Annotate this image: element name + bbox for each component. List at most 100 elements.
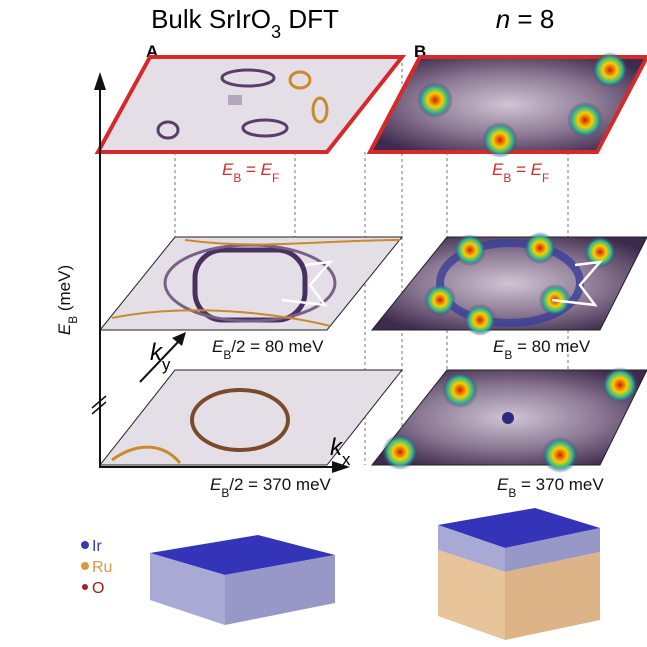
text-part: E: [210, 475, 222, 494]
text-part: B: [508, 486, 516, 500]
text-part: x: [342, 450, 351, 469]
shape: [241, 118, 289, 138]
text-part: B: [223, 348, 231, 362]
legend-label: O: [92, 580, 104, 597]
title-b: n = 8: [496, 4, 555, 34]
shape: [592, 52, 628, 88]
shape: [82, 584, 88, 590]
shape: [91, 401, 107, 415]
text-part: E: [212, 337, 224, 356]
shape: [602, 367, 638, 403]
shape: [584, 236, 616, 268]
text-part: E: [493, 337, 505, 356]
shape: [98, 236, 404, 331]
shape: [94, 72, 106, 90]
axes: [91, 72, 350, 473]
layer-b-mid: [370, 232, 647, 336]
title-a: Bulk SrIrO3 DFT: [151, 4, 339, 42]
shape: [281, 260, 334, 307]
shape: [542, 437, 578, 473]
shape: [111, 445, 182, 464]
layer-b-bottom: [370, 367, 647, 473]
shape: [172, 332, 186, 346]
text-part: =: [511, 160, 530, 179]
layer-label: EB/2 = 80 meV: [212, 337, 324, 362]
shape: [505, 552, 600, 640]
legend: Ir Ru O: [81, 538, 112, 597]
shape: [436, 239, 584, 327]
shape: [524, 232, 556, 264]
legend-label: Ir: [92, 538, 102, 555]
shape: [81, 541, 89, 549]
layer-label: EB = 370 meV: [497, 475, 604, 500]
shape: [225, 555, 335, 625]
text-part: 3: [271, 22, 281, 42]
crystal-a: [150, 535, 335, 625]
text-part: E: [55, 323, 74, 335]
text-part: B: [504, 348, 512, 362]
text-part: /2 = 370 meV: [229, 475, 331, 494]
shape: [139, 341, 179, 383]
legend-label: Ru: [92, 559, 112, 576]
shape: [91, 395, 107, 409]
shape: [417, 82, 453, 118]
layer-b-top: [366, 52, 647, 158]
layer-label: EB = EF: [222, 160, 279, 185]
shape: [502, 412, 514, 424]
text-part: F: [542, 171, 549, 185]
text-part: B: [503, 171, 511, 185]
shape: [551, 260, 604, 307]
shape: [505, 528, 600, 572]
text-part: E: [492, 160, 504, 179]
text-part: k: [330, 434, 344, 461]
shape: [438, 525, 505, 572]
shape: [111, 309, 331, 327]
text-part: Bulk SrIrO: [151, 4, 271, 34]
text-part: E: [531, 160, 543, 179]
text-part: y: [162, 355, 171, 374]
layer-a-top: [94, 55, 407, 154]
shape: [424, 284, 456, 316]
shape: [150, 553, 225, 625]
shape: [382, 434, 418, 470]
text-part: (meV): [55, 265, 74, 316]
shape: [156, 120, 180, 140]
shape: [332, 461, 350, 473]
shape: [311, 96, 329, 124]
shape: [442, 372, 478, 408]
text-part: /2 = 80 meV: [231, 337, 324, 356]
text-part: =: [241, 160, 260, 179]
text-part: E: [497, 475, 509, 494]
layer-label: EB/2 = 370 meV: [210, 475, 332, 500]
text-part: E: [222, 160, 234, 179]
text-part: B: [233, 171, 241, 185]
shape: [288, 70, 312, 90]
shape: [150, 535, 335, 575]
shape: [190, 388, 290, 452]
ky-label: ky: [150, 339, 171, 374]
shape: [94, 55, 407, 154]
layer-a-bottom: [98, 369, 404, 466]
text-part: = 80 meV: [512, 337, 591, 356]
crystal-b: [438, 508, 600, 640]
text-part: n: [496, 4, 510, 34]
layer-label: EB = 80 meV: [493, 337, 591, 362]
shape: [567, 102, 603, 138]
y-axis-label: EB (meV): [55, 265, 80, 335]
shape: [464, 304, 496, 336]
shape: [184, 239, 401, 246]
shape: [220, 68, 276, 88]
shape: [482, 122, 518, 158]
layer-label: EB = EF: [492, 160, 549, 185]
text-part: F: [272, 171, 279, 185]
layer-a-mid: [98, 236, 404, 331]
text-part: = 8: [510, 4, 554, 34]
shape: [98, 369, 404, 466]
text-part: E: [261, 160, 273, 179]
text-part: = 370 meV: [516, 475, 604, 494]
shape: [454, 234, 486, 266]
shape: [438, 508, 600, 548]
text-part: DFT: [281, 4, 339, 34]
kx-label: kx: [330, 434, 351, 469]
